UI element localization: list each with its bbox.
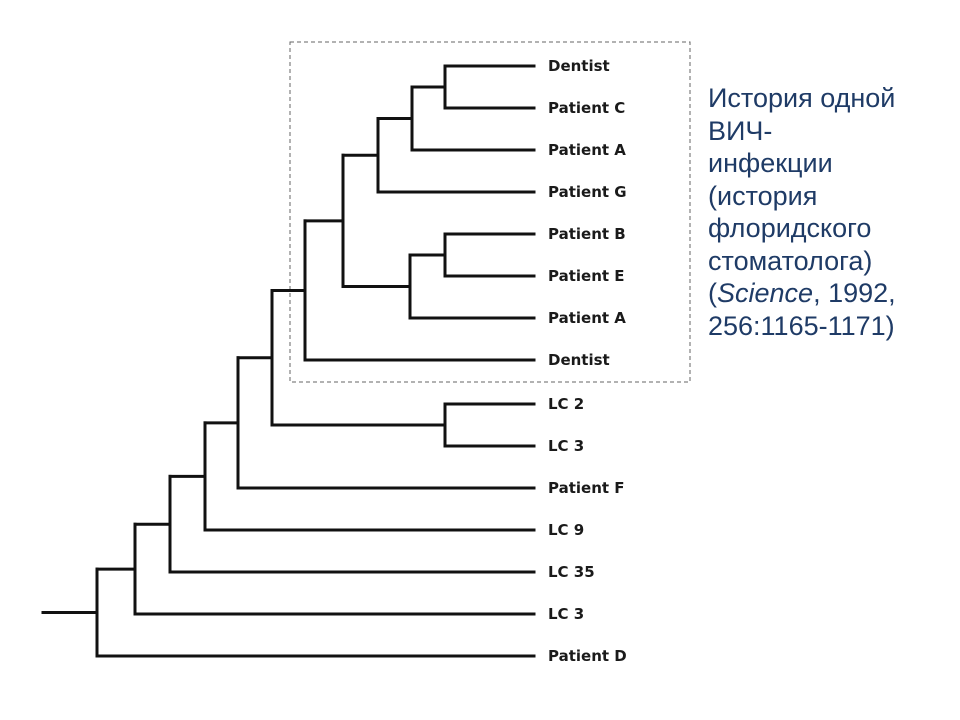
caption-journal: Science: [717, 278, 814, 308]
leaf-label: Patient D: [548, 647, 627, 665]
caption-line-2: ВИЧ-: [708, 115, 773, 146]
leaf-label: Patient E: [548, 267, 625, 285]
leaf-label: LC 35: [548, 563, 595, 581]
leaf-label: Dentist: [548, 351, 610, 369]
tree-branches: [41, 64, 536, 658]
caption-line-5: флоридского: [708, 213, 872, 243]
caption-line-7-open: (: [708, 278, 717, 308]
caption-line-6: стоматолога): [708, 245, 873, 276]
caption-line-7: (Science, 1992,: [708, 277, 953, 310]
leaf-label: Patient G: [548, 183, 627, 201]
caption-line-8: 256:1165-1171): [708, 310, 895, 341]
dentist-clade-box: [289, 41, 691, 383]
caption-line-3: инфекции: [708, 148, 833, 178]
leaf-label: Patient F: [548, 479, 625, 497]
leaf-labels: Dentist Patient C Patient A Patient G Patien…: [548, 57, 627, 665]
caption-line-1: История одной: [708, 83, 896, 113]
leaf-label: Patient C: [548, 99, 625, 117]
leaf-label: Dentist: [548, 57, 610, 75]
caption-line-4: (история: [708, 180, 818, 211]
leaf-label: Patient A: [548, 309, 626, 327]
caption: История одной ВИЧ- инфекции (история фло…: [708, 82, 953, 342]
leaf-label: Patient A: [548, 141, 626, 159]
leaf-label: LC 2: [548, 395, 584, 413]
leaf-label: LC 3: [548, 605, 584, 623]
caption-line-7-rest: , 1992,: [813, 278, 896, 308]
leaf-label: LC 9: [548, 521, 584, 539]
leaf-label: Patient B: [548, 225, 626, 243]
leaf-label: LC 3: [548, 437, 584, 455]
